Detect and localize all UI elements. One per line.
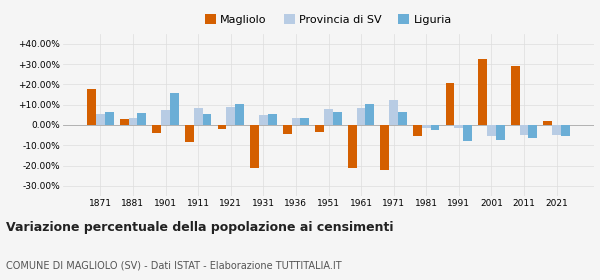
Bar xyxy=(496,125,505,140)
Bar xyxy=(529,125,537,138)
Bar xyxy=(511,66,520,125)
Bar xyxy=(137,113,146,125)
Bar xyxy=(105,112,113,125)
Bar xyxy=(348,125,356,167)
Bar xyxy=(561,125,570,136)
Bar xyxy=(96,114,105,125)
Bar xyxy=(301,118,309,125)
Bar xyxy=(413,125,422,136)
Bar xyxy=(259,115,268,125)
Bar xyxy=(398,112,407,125)
Bar xyxy=(422,125,431,128)
Bar xyxy=(128,118,137,125)
Bar xyxy=(365,104,374,125)
Bar xyxy=(185,125,194,142)
Bar xyxy=(292,118,301,125)
Bar xyxy=(324,109,333,125)
Bar xyxy=(389,100,398,125)
Bar xyxy=(194,108,203,125)
Bar xyxy=(380,125,389,170)
Bar xyxy=(446,83,454,125)
Bar xyxy=(218,125,226,129)
Text: Variazione percentuale della popolazione ai censimenti: Variazione percentuale della popolazione… xyxy=(6,221,394,234)
Bar xyxy=(120,119,128,125)
Bar xyxy=(431,125,439,130)
Bar xyxy=(356,108,365,125)
Bar xyxy=(226,107,235,125)
Bar xyxy=(268,114,277,125)
Legend: Magliolo, Provincia di SV, Liguria: Magliolo, Provincia di SV, Liguria xyxy=(205,14,452,25)
Text: COMUNE DI MAGLIOLO (SV) - Dati ISTAT - Elaborazione TUTTITALIA.IT: COMUNE DI MAGLIOLO (SV) - Dati ISTAT - E… xyxy=(6,261,341,271)
Bar xyxy=(152,125,161,133)
Bar xyxy=(552,125,561,135)
Bar xyxy=(161,110,170,125)
Bar xyxy=(333,112,342,125)
Bar xyxy=(520,125,529,135)
Bar xyxy=(283,125,292,134)
Bar xyxy=(463,125,472,141)
Bar xyxy=(454,125,463,128)
Bar xyxy=(170,94,179,125)
Bar xyxy=(544,121,552,125)
Bar xyxy=(235,104,244,125)
Bar xyxy=(315,125,324,132)
Bar xyxy=(87,89,96,125)
Bar xyxy=(487,125,496,136)
Bar xyxy=(250,125,259,167)
Bar xyxy=(203,114,211,125)
Bar xyxy=(478,59,487,125)
